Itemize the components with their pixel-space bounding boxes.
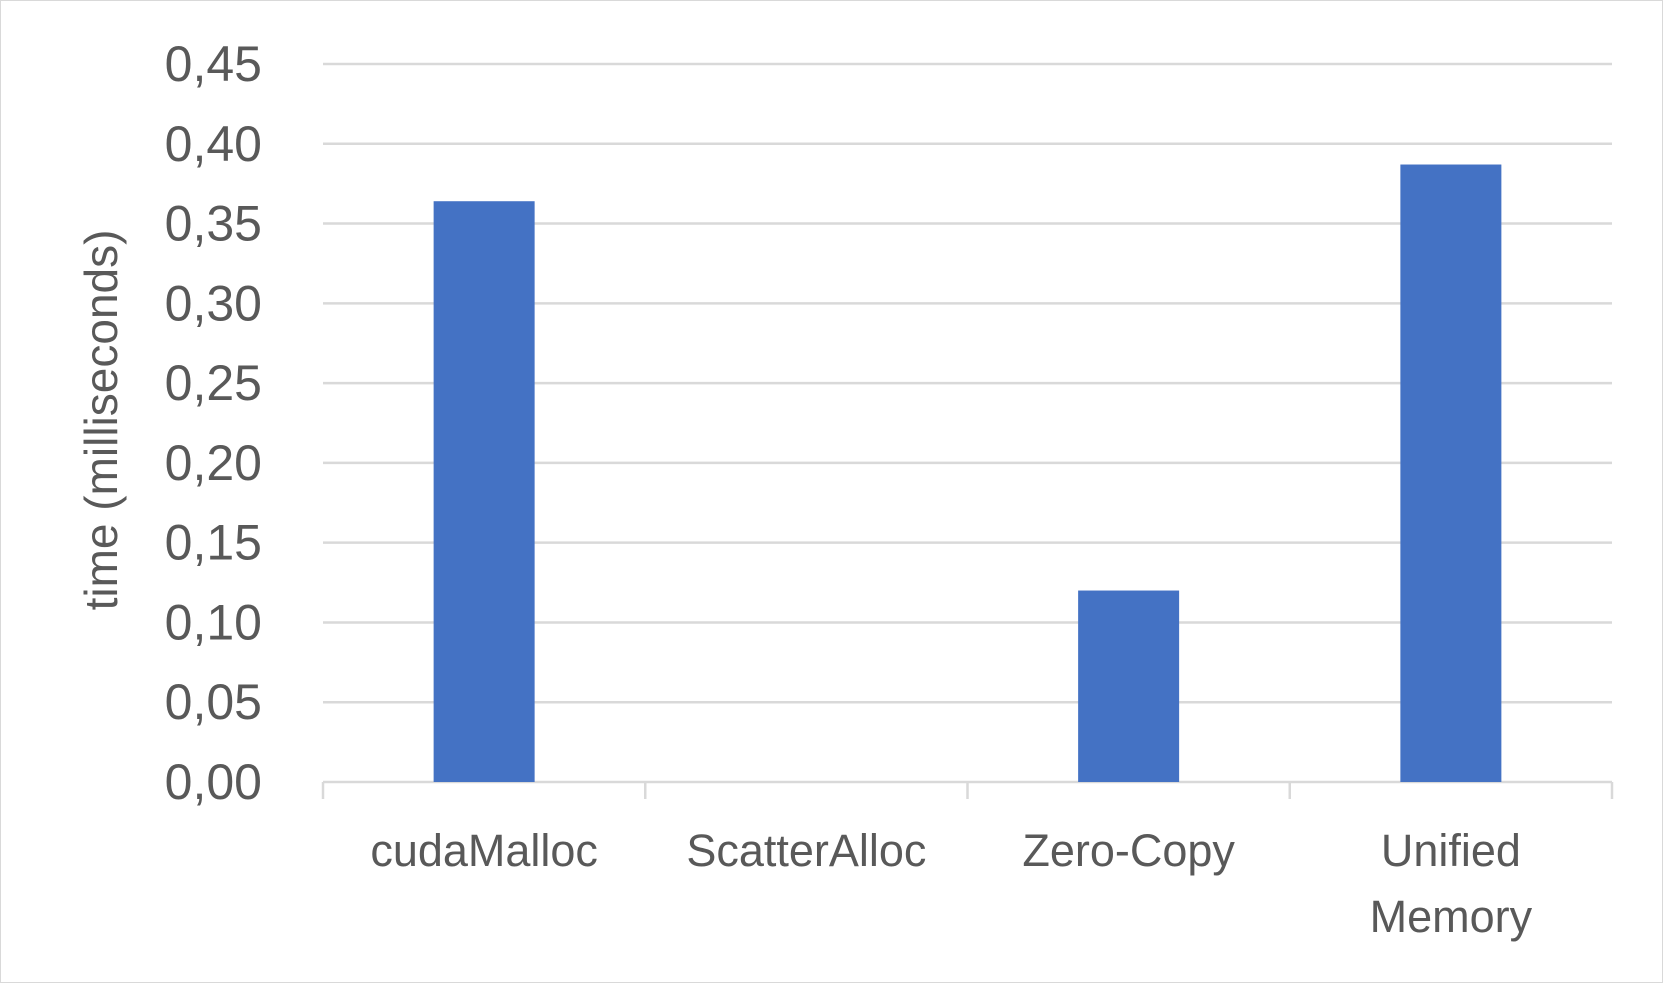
y-tick-label: 0,05 — [165, 674, 262, 730]
y-tick-label: 0,45 — [165, 36, 262, 92]
x-category-label: Memory — [1370, 891, 1533, 942]
x-category-label: Unified — [1381, 825, 1521, 876]
x-category-label: ScatterAlloc — [686, 825, 926, 876]
bar — [1078, 590, 1180, 782]
gridlines — [323, 62, 1612, 704]
y-tick-labels: 0,00 0,05 0,10 0,15 0,20 0,25 0,30 0,35 0,40 0,45 — [165, 36, 262, 810]
bar — [1400, 164, 1502, 782]
x-category-label: Zero-Copy — [1022, 825, 1235, 876]
bar — [433, 201, 535, 782]
x-category-labels: cudaMalloc ScatterAlloc Zero-Copy Unified Me… — [370, 825, 1532, 942]
bars — [433, 164, 1502, 782]
y-axis-title: time (milliseconds) — [75, 230, 127, 611]
x-axis — [321, 780, 1614, 799]
y-tick-label: 0,00 — [165, 754, 262, 810]
y-tick-label: 0,35 — [165, 196, 262, 252]
y-tick-label: 0,10 — [165, 594, 262, 650]
y-tick-label: 0,40 — [165, 116, 262, 172]
x-category-label: cudaMalloc — [370, 825, 598, 876]
y-tick-label: 0,25 — [165, 355, 262, 411]
y-tick-label: 0,15 — [165, 515, 262, 571]
y-tick-label: 0,20 — [165, 435, 262, 491]
y-tick-label: 0,30 — [165, 275, 262, 331]
